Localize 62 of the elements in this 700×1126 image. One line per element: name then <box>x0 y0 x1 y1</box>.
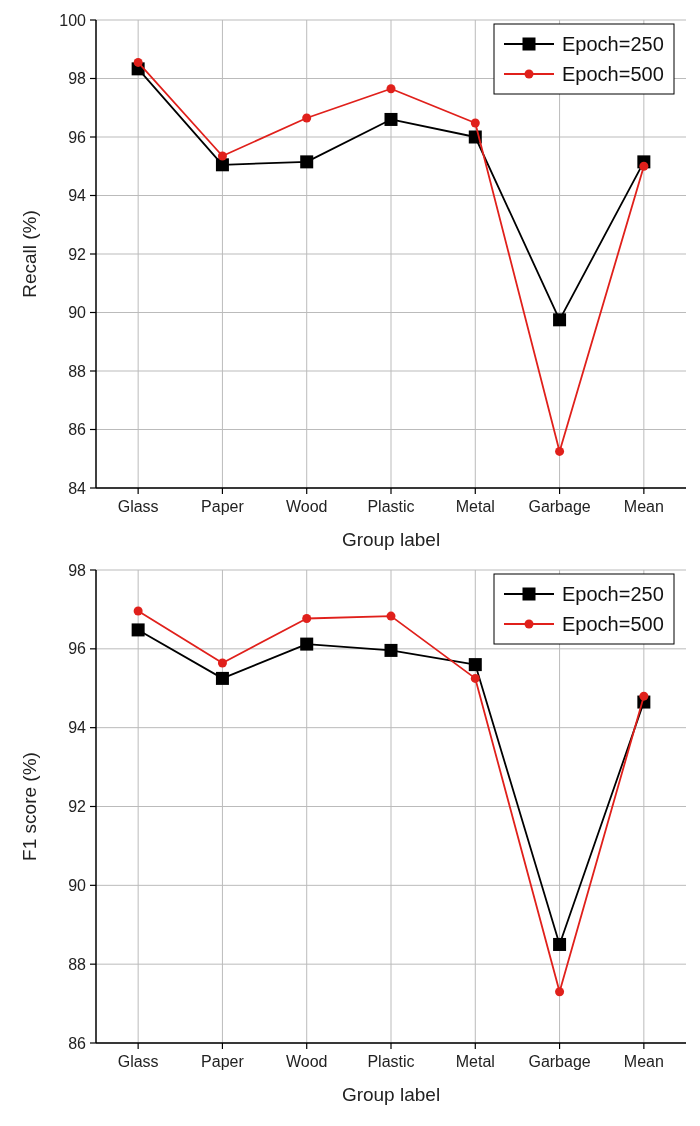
legend-label: Epoch=250 <box>562 583 664 605</box>
x-tick-label: Mean <box>623 498 664 515</box>
point <box>553 313 567 327</box>
x-axis-title: Group label <box>341 529 441 550</box>
point <box>639 691 649 701</box>
point <box>470 673 480 683</box>
point <box>384 643 398 657</box>
point <box>300 637 314 651</box>
point <box>217 658 227 668</box>
x-tick-label: Metal <box>455 1053 495 1070</box>
y-tick-label: 90 <box>68 876 87 894</box>
point <box>553 937 567 951</box>
x-tick-label: Plastic <box>367 498 415 515</box>
legend-label: Epoch=250 <box>562 33 664 55</box>
x-tick-label: Paper <box>201 498 245 515</box>
x-tick-label: Glass <box>117 1053 159 1070</box>
y-tick-label: 96 <box>68 640 87 658</box>
y-tick-label: 98 <box>68 561 87 579</box>
legend-label: Epoch=500 <box>562 63 664 85</box>
x-tick-label: Garbage <box>528 1053 591 1070</box>
y-tick-label: 88 <box>68 362 87 380</box>
point <box>384 112 398 126</box>
y-tick-label: 84 <box>68 479 87 497</box>
x-axis-title: Group label <box>341 1084 441 1105</box>
y-tick-label: 90 <box>68 304 87 322</box>
x-tick-label: Metal <box>455 498 495 515</box>
legend-label: Epoch=500 <box>562 613 664 635</box>
point <box>468 658 482 672</box>
x-tick-label: Wood <box>285 1053 328 1070</box>
y-tick-label: 100 <box>59 11 87 29</box>
point <box>217 151 227 161</box>
point <box>133 57 143 67</box>
x-tick-label: Paper <box>201 1053 245 1070</box>
point <box>555 987 565 997</box>
y-tick-label: 94 <box>68 187 87 205</box>
point <box>639 161 649 171</box>
y-tick-label: 92 <box>68 798 87 816</box>
y-axis-title: Recall (%) <box>19 210 40 298</box>
point <box>215 671 229 685</box>
point <box>302 113 312 123</box>
point <box>302 613 312 623</box>
point <box>555 446 565 456</box>
point <box>386 84 396 94</box>
y-tick-label: 88 <box>68 955 87 973</box>
point <box>131 623 145 637</box>
point <box>470 118 480 128</box>
y-tick-label: 96 <box>68 128 87 146</box>
y-tick-label: 94 <box>68 719 87 737</box>
y-tick-label: 98 <box>68 70 87 88</box>
point <box>300 155 314 169</box>
x-tick-label: Mean <box>623 1053 664 1070</box>
point <box>386 611 396 621</box>
y-tick-label: 86 <box>68 1034 87 1052</box>
point <box>215 158 229 172</box>
x-tick-label: Wood <box>285 498 328 515</box>
x-tick-label: Glass <box>117 498 159 515</box>
y-tick-label: 92 <box>68 245 87 263</box>
y-axis-title: F1 score (%) <box>19 752 40 861</box>
x-tick-label: Garbage <box>528 498 591 515</box>
point <box>133 606 143 616</box>
x-tick-label: Plastic <box>367 1053 415 1070</box>
y-tick-label: 86 <box>68 421 87 439</box>
